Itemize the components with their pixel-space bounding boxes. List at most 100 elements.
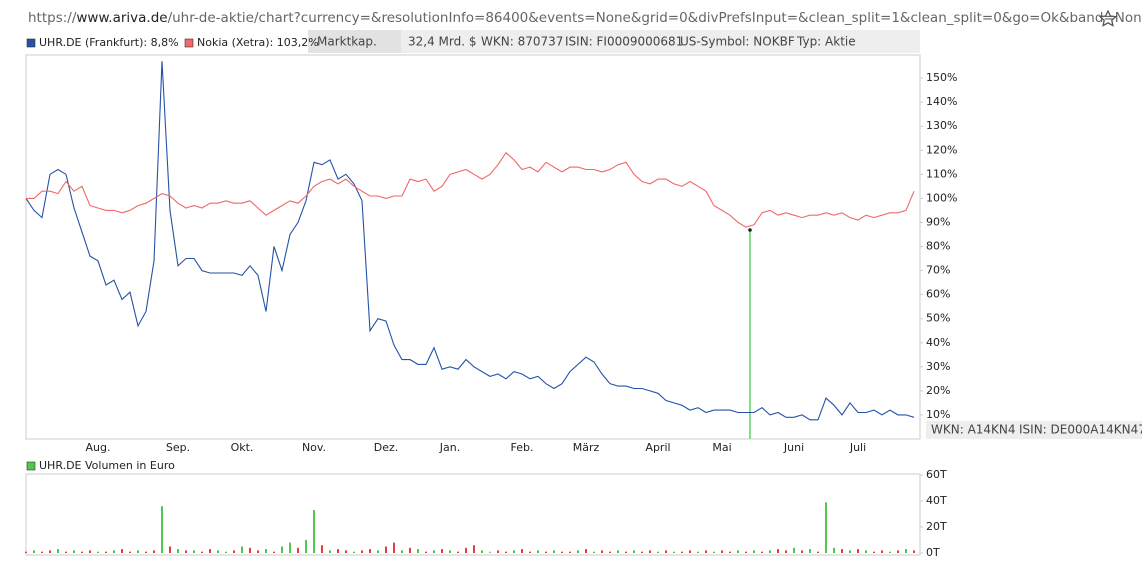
volume-bar xyxy=(449,550,451,553)
volume-bar xyxy=(633,550,635,553)
volume-bar xyxy=(33,550,35,553)
y-tick-label: 50% xyxy=(926,312,950,325)
volume-bar xyxy=(833,547,835,553)
bookmark-star[interactable] xyxy=(1098,9,1118,27)
legend-swatch xyxy=(26,38,36,48)
volume-bar xyxy=(849,550,851,553)
volume-bar xyxy=(641,551,643,553)
y-tick-label: 40% xyxy=(926,336,950,349)
volume-bar xyxy=(561,551,563,553)
volume-bar xyxy=(689,550,691,553)
y-tick-label: 130% xyxy=(926,119,957,132)
volume-bar xyxy=(425,551,427,553)
volume-bar xyxy=(113,550,115,553)
footer-info: WKN: A14KN4 xyxy=(931,423,1016,437)
url[interactable]: https://www.ariva.de/uhr-de-aktie/chart?… xyxy=(28,10,1142,26)
volume-bar xyxy=(129,551,131,553)
volume-bar xyxy=(697,551,699,553)
volume-bar xyxy=(713,551,715,553)
y-tick-label: 60% xyxy=(926,288,950,301)
volume-bar xyxy=(881,550,883,553)
url-path: /uhr-de-aktie/chart?currency=&resolution… xyxy=(168,10,1142,26)
volume-bar xyxy=(873,551,875,553)
info-label: Marktkap. xyxy=(317,35,377,49)
x-tick-label: Okt. xyxy=(231,441,254,454)
volume-bar xyxy=(345,550,347,553)
info-value: 32,4 Mrd. $ xyxy=(408,35,477,49)
volume-bar xyxy=(73,550,75,553)
line-series xyxy=(26,151,915,228)
volume-bar xyxy=(457,551,459,553)
x-tick-label: Sep. xyxy=(166,441,190,454)
volume-bar xyxy=(625,551,627,553)
x-tick-label: März xyxy=(573,441,600,454)
volume-bar xyxy=(121,549,123,553)
volume-bar xyxy=(841,549,843,553)
x-tick-label: Feb. xyxy=(511,441,534,454)
y-tick-label: 80% xyxy=(926,240,950,253)
volume-bar xyxy=(137,550,139,553)
volume-bar xyxy=(313,510,315,553)
volume-bar xyxy=(297,547,299,553)
y-tick-label: 20% xyxy=(926,384,950,397)
volume-bar xyxy=(489,551,491,553)
volume-bar xyxy=(161,506,163,553)
volume-bar xyxy=(153,550,155,553)
y-tick-label: 40T xyxy=(926,494,947,507)
volume-bar xyxy=(305,540,307,553)
x-tick-label: Dez. xyxy=(374,441,399,454)
crosshair-dot xyxy=(748,228,752,232)
volume-bar xyxy=(241,546,243,553)
volume-bar xyxy=(753,550,755,553)
volume-bar xyxy=(537,550,539,553)
url-scheme: https:// xyxy=(28,10,77,26)
volume-bar xyxy=(49,550,51,553)
address-bar[interactable] xyxy=(0,0,1142,30)
url-host: www.ariva.de xyxy=(76,10,167,26)
volume-bar xyxy=(705,550,707,553)
volume-bar xyxy=(257,550,259,553)
volume-bar xyxy=(337,549,339,553)
volume-bar xyxy=(721,550,723,553)
volume-bar xyxy=(281,546,283,553)
volume-bar xyxy=(353,551,355,553)
legend-swatch xyxy=(26,461,36,471)
volume-bar xyxy=(89,550,91,553)
volume-bar xyxy=(529,551,531,553)
volume-bar xyxy=(865,550,867,553)
volume-bar xyxy=(617,550,619,553)
y-tick-label: 0T xyxy=(926,546,940,559)
volume-bar xyxy=(233,550,235,553)
volume-bar xyxy=(473,545,475,553)
info-item: WKN: 870737 xyxy=(481,35,563,49)
volume-bar xyxy=(521,549,523,553)
y-tick-label: 120% xyxy=(926,143,957,156)
y-tick-label: 110% xyxy=(926,167,957,180)
volume-bar xyxy=(825,502,827,553)
volume-bar xyxy=(145,551,147,553)
volume-bar xyxy=(673,551,675,553)
volume-bar xyxy=(889,551,891,553)
volume-bar xyxy=(201,551,203,553)
y-tick-label: 150% xyxy=(926,71,957,84)
volume-bar xyxy=(609,551,611,553)
x-tick-label: Juli xyxy=(849,441,866,454)
volume-bar xyxy=(265,549,267,553)
volume-bar xyxy=(97,551,99,553)
line-series xyxy=(25,61,915,421)
volume-bar xyxy=(441,549,443,553)
x-tick-label: Juni xyxy=(783,441,804,454)
volume-bar xyxy=(577,550,579,553)
volume-frame xyxy=(25,473,921,556)
volume-bar xyxy=(105,551,107,553)
footer-info-bar xyxy=(926,421,1142,439)
volume-bar xyxy=(225,551,227,553)
volume-bar xyxy=(553,550,555,553)
info-item: US-Symbol: NOKBF xyxy=(680,35,795,49)
volume-bar xyxy=(209,549,211,553)
footer-info: ISIN: DE000A14KN47 xyxy=(1019,423,1142,437)
volume-bar xyxy=(913,550,915,553)
volume-bar xyxy=(777,549,779,553)
y-tick-label: 100% xyxy=(926,191,957,204)
x-tick-label: Nov. xyxy=(302,441,326,454)
